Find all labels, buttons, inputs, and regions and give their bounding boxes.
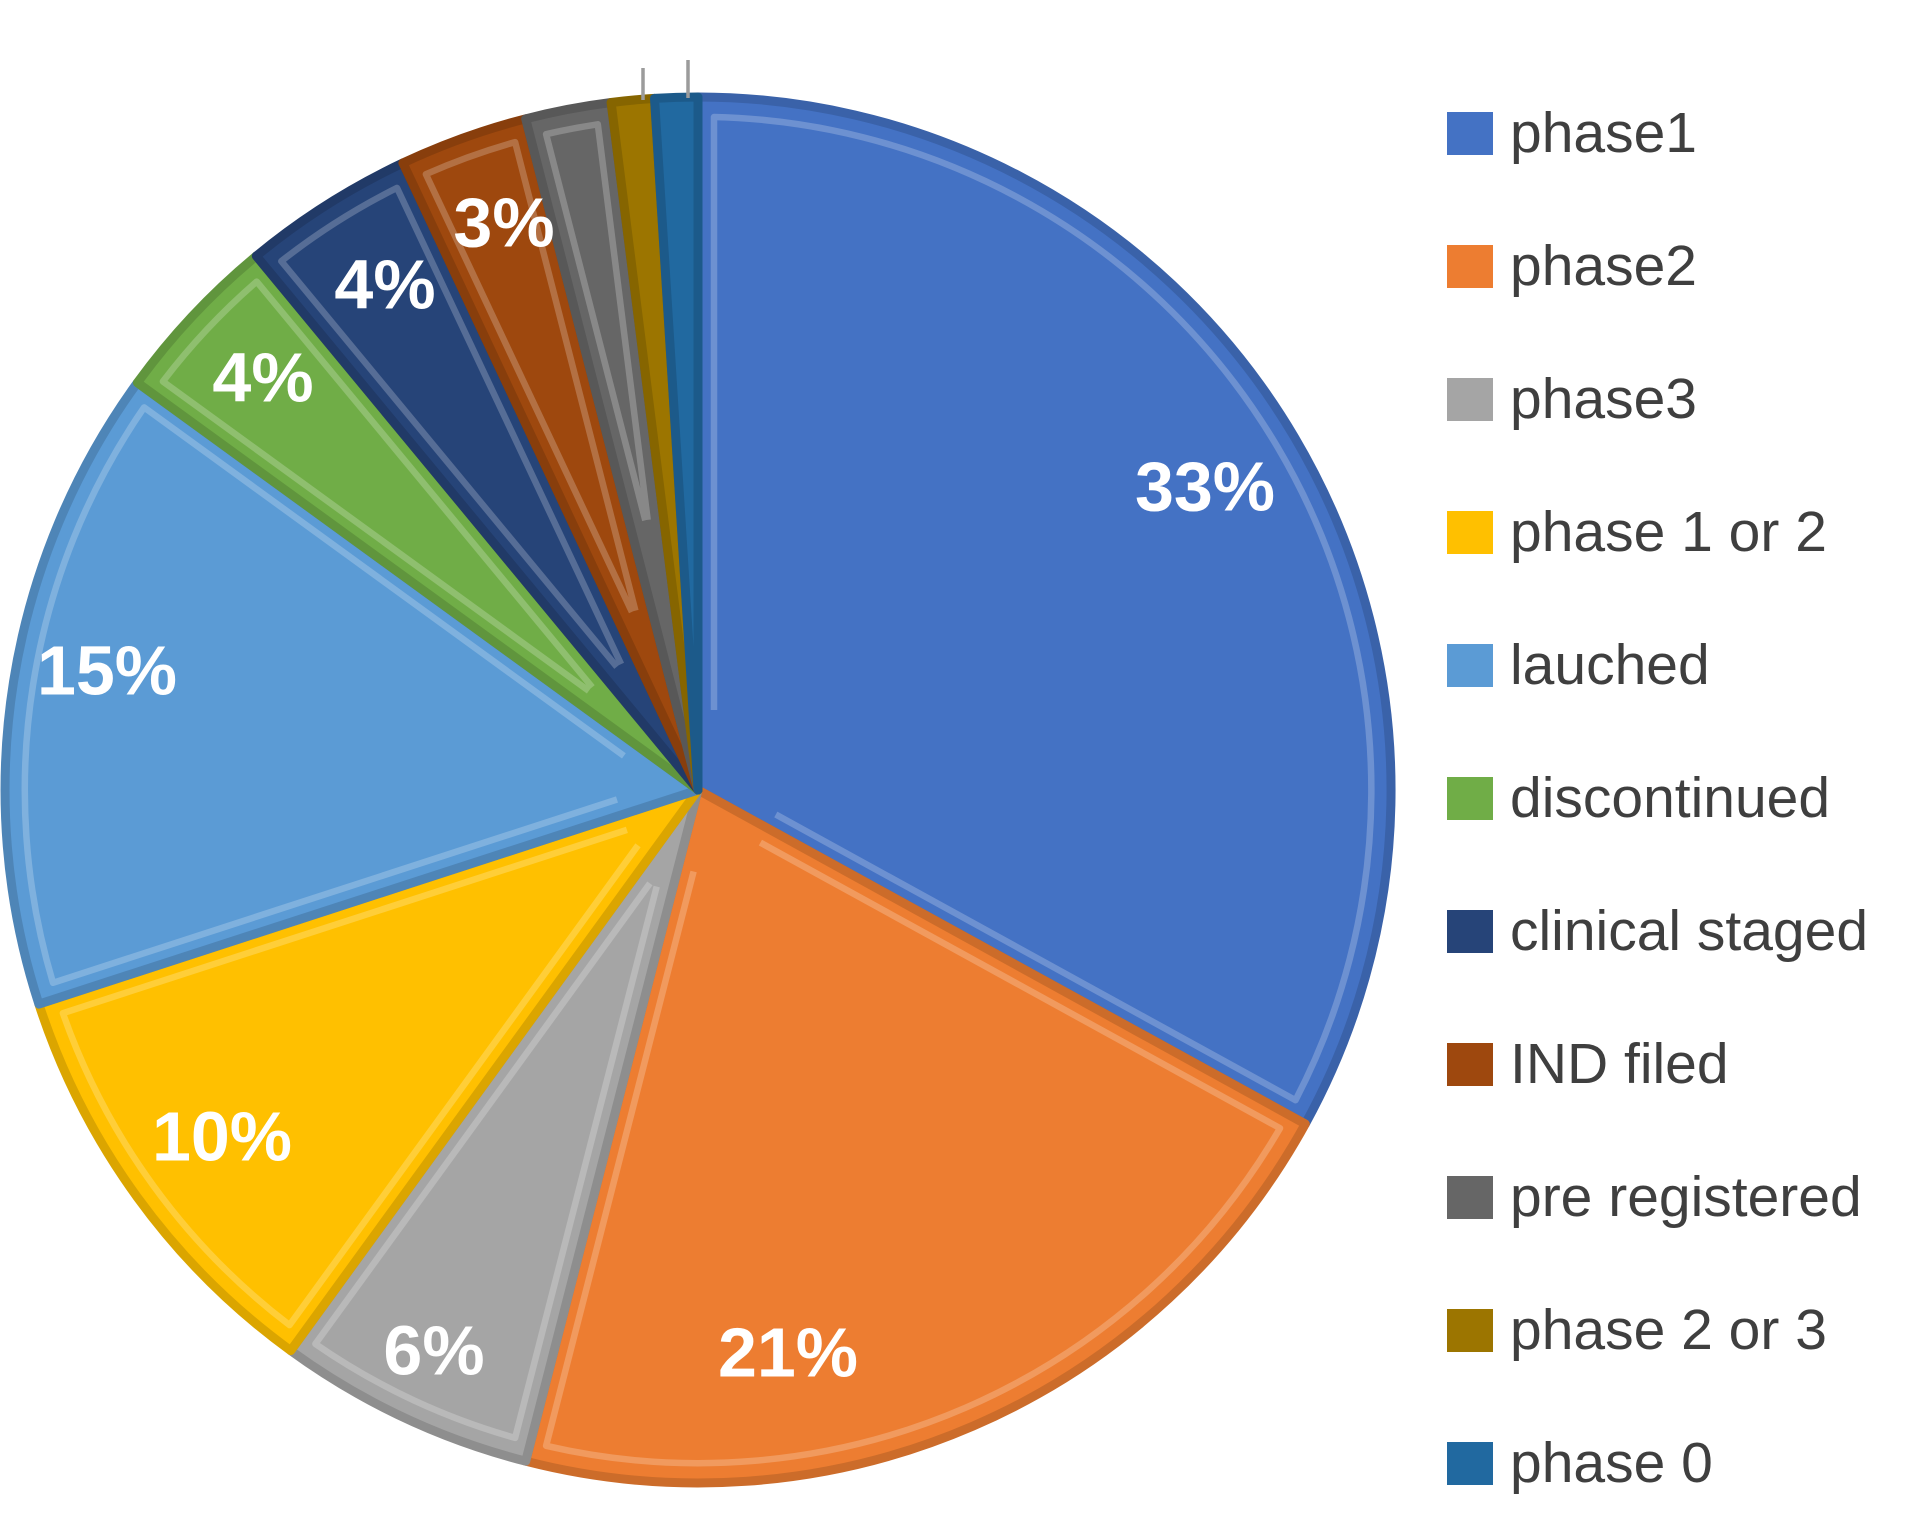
data-label-phase3: 6% <box>383 1311 484 1389</box>
pie-slice-lauched <box>0 378 703 1009</box>
legend-label: phase2 <box>1510 233 1698 298</box>
legend-label: phase 2 or 3 <box>1510 1297 1827 1362</box>
legend-swatch-icon <box>1447 1042 1493 1086</box>
pie-slice-inset-highlight <box>710 113 1375 1104</box>
legend-label: IND filed <box>1510 1031 1729 1096</box>
pie-slice-inset-highlight <box>312 881 660 1442</box>
legend-swatch-icon <box>1447 643 1493 687</box>
pie-slice-phase2 <box>521 785 1310 1488</box>
pie-slice-inset-highlight <box>278 184 625 669</box>
legend-item-phase2: phase2 <box>1447 231 1868 301</box>
legend-swatch-icon <box>1447 1175 1493 1219</box>
legend-item-pre-registered: pre registered <box>1447 1162 1868 1232</box>
legend-label: phase 1 or 2 <box>1510 499 1827 564</box>
legend-item-phase-1-or-2: phase 1 or 2 <box>1447 497 1868 567</box>
legend-label: phase 0 <box>1510 1430 1713 1495</box>
legend-label: pre registered <box>1510 1164 1862 1229</box>
legend-item-phase-0: phase 0 <box>1447 1428 1868 1498</box>
legend-swatch-icon <box>1447 510 1493 554</box>
data-label-phase-1-or-2: 10% <box>152 1097 292 1175</box>
legend-label: discontinued <box>1510 765 1831 830</box>
pie-slice-inset-highlight <box>542 121 651 522</box>
legend-swatch-icon <box>1447 1441 1493 1485</box>
legend-item-phase1: phase1 <box>1447 98 1868 168</box>
legend-item-phase3: phase3 <box>1447 364 1868 434</box>
legend: phase1 phase2 phase3 phase 1 or 2 lauche… <box>1447 98 1868 1498</box>
legend-swatch-icon <box>1447 377 1493 421</box>
legend-swatch-icon <box>1447 909 1493 953</box>
data-label-clinical-staged: 4% <box>334 245 435 323</box>
legend-item-lauched: lauched <box>1447 630 1868 700</box>
legend-swatch-icon <box>1447 776 1493 820</box>
pie-slice-inset-highlight <box>422 138 639 614</box>
pie-slice-phase-1-or-2 <box>34 785 703 1356</box>
legend-label: lauched <box>1510 632 1710 697</box>
data-label-phase1: 33% <box>1135 447 1275 525</box>
legend-item-IND-filed: IND filed <box>1447 1029 1868 1099</box>
pie-slice-inset-highlight <box>21 404 626 987</box>
pie-slice-phase-0 <box>650 92 703 795</box>
legend-swatch-icon <box>1447 1308 1493 1352</box>
legend-label: phase1 <box>1510 100 1698 165</box>
pie-slice-inset-highlight <box>59 826 641 1329</box>
data-label-IND-filed: 3% <box>453 183 554 261</box>
data-label-phase2: 21% <box>718 1313 858 1391</box>
legend-item-phase-2-or-3: phase 2 or 3 <box>1447 1295 1868 1365</box>
pie-slice-inset-highlight <box>542 839 1284 1467</box>
legend-label: clinical staged <box>1510 898 1869 963</box>
legend-item-clinical-staged: clinical staged <box>1447 896 1868 966</box>
legend-swatch-icon <box>1447 244 1493 288</box>
pie-slice-inset-highlight <box>159 278 595 694</box>
data-label-discontinued: 4% <box>212 338 313 416</box>
legend-swatch-icon <box>1447 111 1493 155</box>
data-label-lauched: 15% <box>37 631 177 709</box>
legend-item-discontinued: discontinued <box>1447 763 1868 833</box>
legend-label: phase3 <box>1510 366 1698 431</box>
